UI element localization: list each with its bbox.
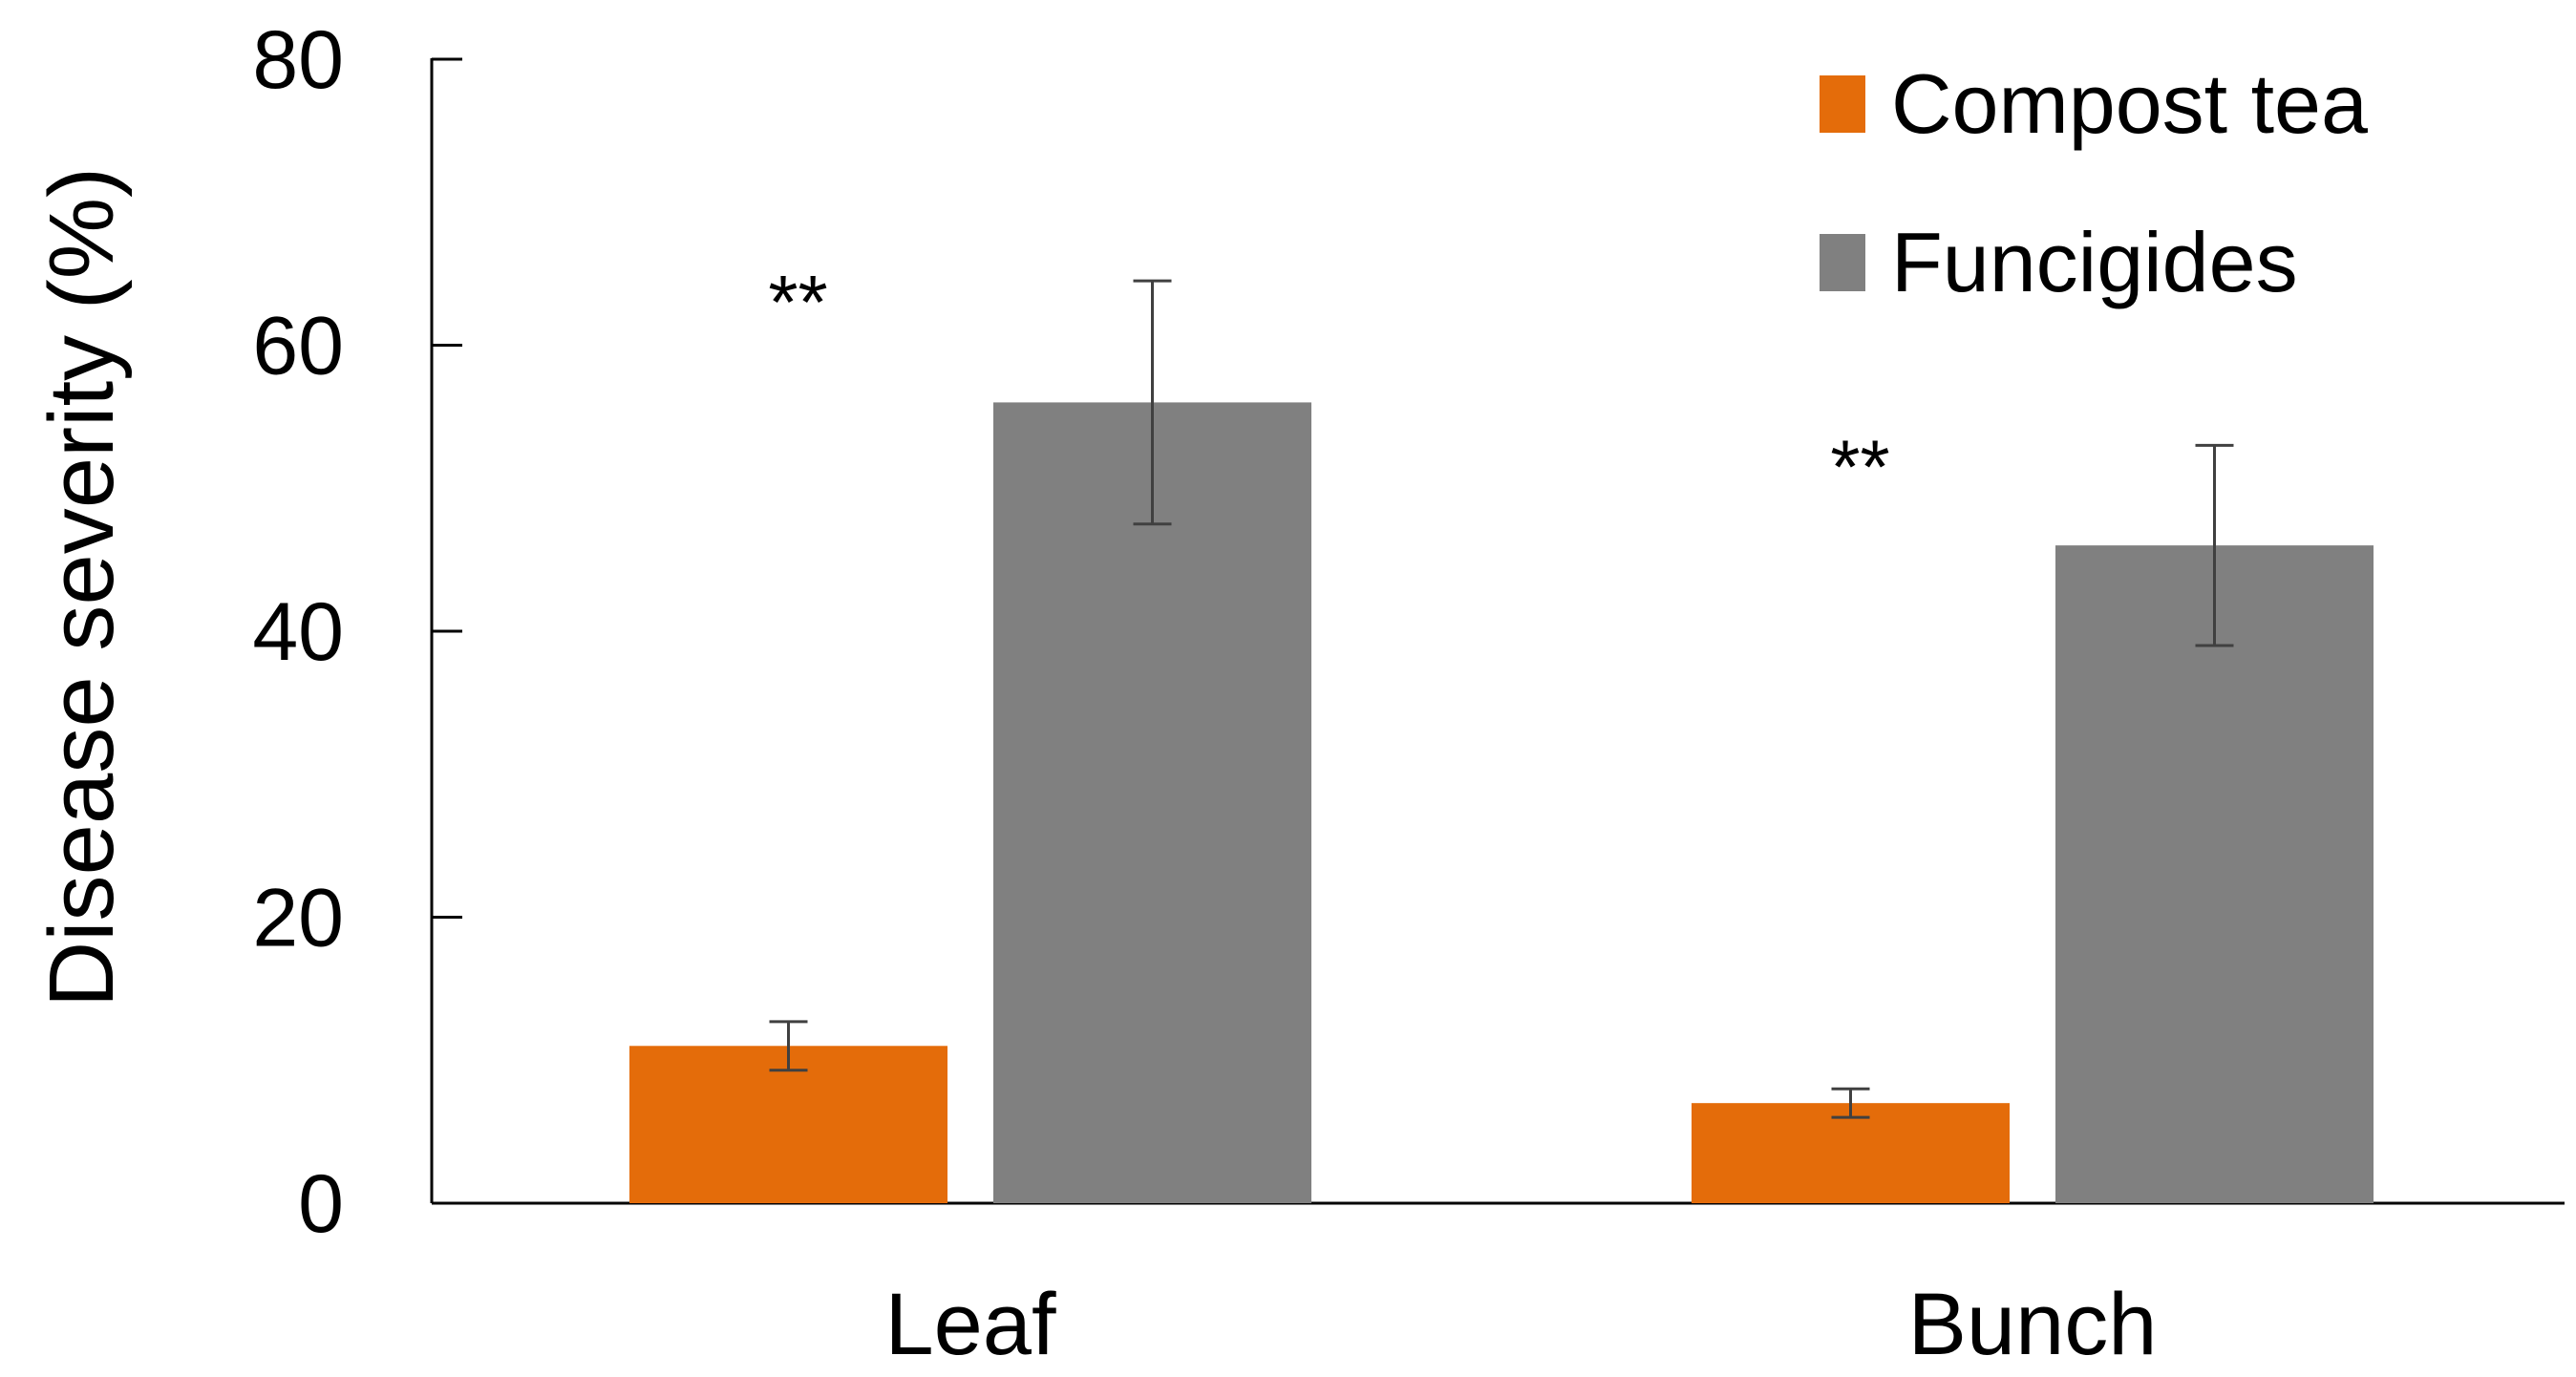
y-tick-label: 0	[298, 1158, 344, 1250]
bar	[1692, 1103, 2010, 1203]
legend-label: Compost tea	[1891, 56, 2368, 151]
y-tick-label: 40	[252, 586, 344, 678]
legend-swatch	[1820, 234, 1865, 291]
x-tick-label: Leaf	[884, 1276, 1055, 1373]
bar	[2055, 545, 2374, 1203]
legend-swatch	[1820, 75, 1865, 133]
y-tick-label: 60	[252, 301, 344, 392]
bar	[993, 402, 1311, 1203]
x-tick-label: Bunch	[1908, 1276, 2158, 1373]
legend: Compost tea Funcigides	[1820, 56, 2368, 309]
significance-label: **	[768, 260, 827, 345]
y-axis-label: Disease severity (%)	[31, 167, 133, 1007]
y-tick-label: 20	[252, 873, 344, 964]
legend-label: Funcigides	[1891, 215, 2298, 309]
significance-label: **	[1830, 424, 1889, 509]
plot-area: 0 20 40 60 80 Leaf Bunch ** **	[252, 14, 2565, 1373]
bar	[629, 1046, 947, 1203]
y-tick-label: 80	[252, 14, 344, 106]
